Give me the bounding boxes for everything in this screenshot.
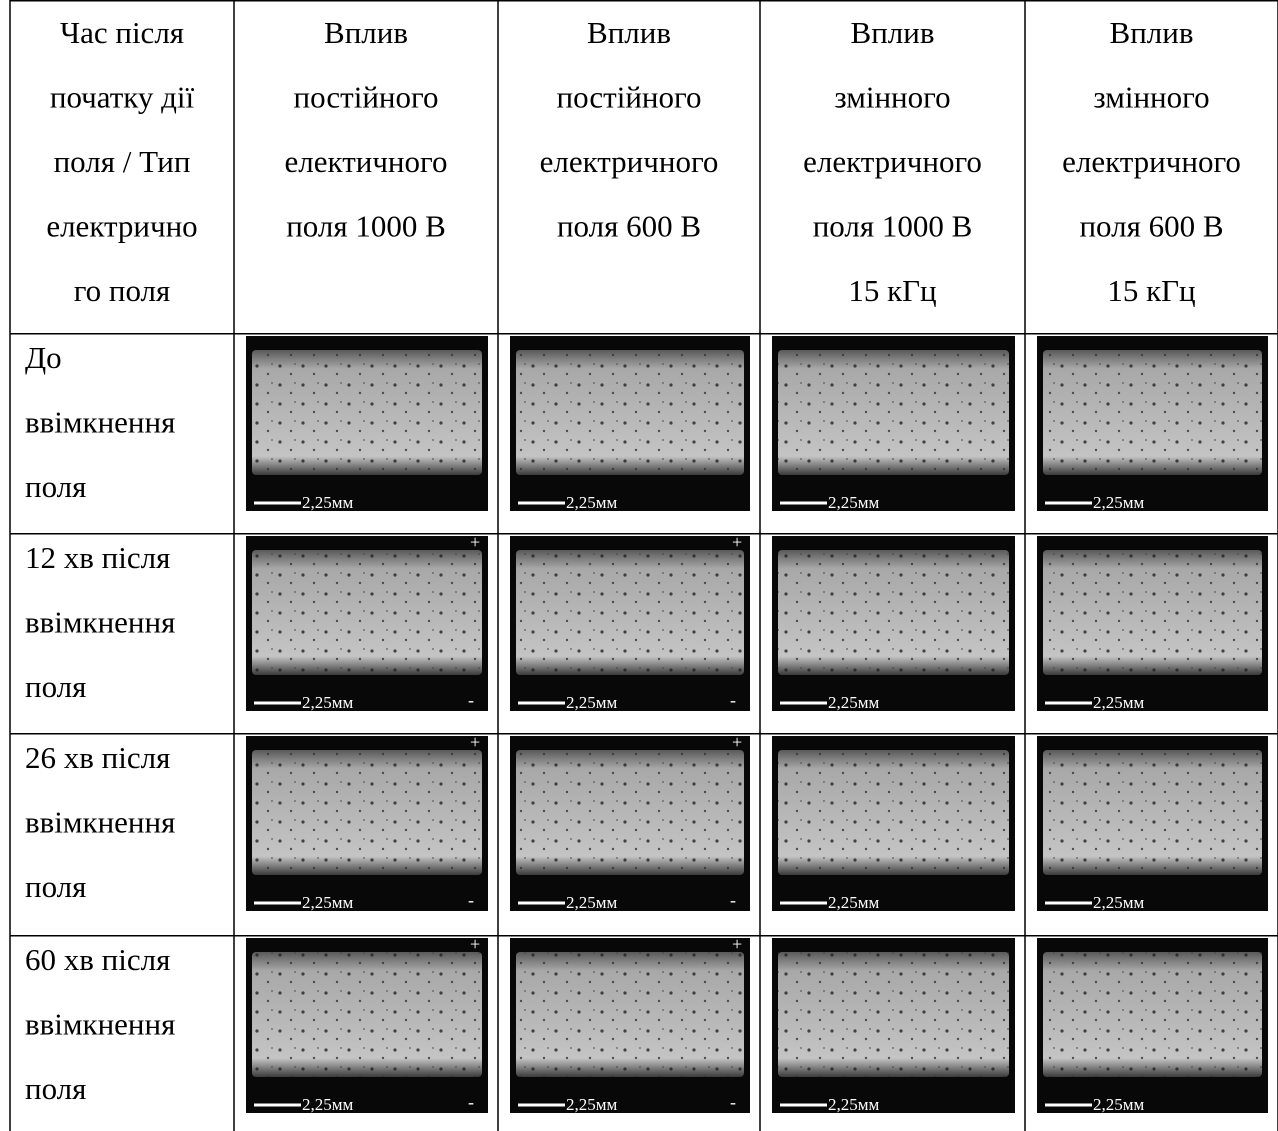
micrograph-texture bbox=[252, 350, 482, 475]
header-text: Вплив bbox=[851, 15, 935, 50]
header-text: го поля bbox=[74, 273, 171, 308]
header-text: Вплив bbox=[587, 15, 671, 50]
scale-label: 2,25мм bbox=[302, 893, 354, 912]
polarity-minus: - bbox=[730, 690, 736, 710]
header-text: поля 1000 В bbox=[286, 209, 446, 244]
polarity-minus: - bbox=[730, 890, 736, 910]
scale-label: 2,25мм bbox=[302, 1095, 354, 1114]
scale-label: 2,25мм bbox=[828, 693, 880, 712]
row-label: поля bbox=[25, 469, 86, 504]
micrograph-texture bbox=[778, 750, 1009, 875]
micrograph-texture bbox=[1043, 350, 1262, 475]
polarity-plus: + bbox=[732, 934, 742, 954]
header-text: змінного bbox=[834, 80, 950, 115]
micrograph-texture bbox=[252, 550, 482, 675]
micrograph-texture bbox=[778, 952, 1009, 1077]
row-label: поля bbox=[25, 669, 86, 704]
scale-label: 2,25мм bbox=[302, 493, 354, 512]
scale-label: 2,25мм bbox=[566, 1095, 618, 1114]
polarity-plus: + bbox=[732, 732, 742, 752]
header-text: Вплив bbox=[1110, 15, 1194, 50]
header-text: поля / Тип bbox=[54, 144, 191, 179]
row-label: поля bbox=[25, 869, 86, 904]
polarity-plus: + bbox=[470, 934, 480, 954]
scale-label: 2,25мм bbox=[566, 893, 618, 912]
header-text: Час після bbox=[60, 15, 184, 50]
header-text: електричного bbox=[540, 144, 719, 179]
header-text: постійного bbox=[294, 80, 439, 115]
row-label: ввімкнення bbox=[25, 1007, 175, 1042]
micrograph-texture bbox=[778, 350, 1009, 475]
header-text: 15 кГц bbox=[1107, 273, 1195, 308]
scale-label: 2,25мм bbox=[828, 893, 880, 912]
polarity-minus: - bbox=[468, 890, 474, 910]
table: Час після початку дії поля / Тип електрично… bbox=[0, 0, 1278, 1131]
scale-label: 2,25мм bbox=[1093, 693, 1145, 712]
row-label: 60 хв після bbox=[25, 942, 170, 977]
polarity-minus: - bbox=[468, 690, 474, 710]
header-text: поля 600 В bbox=[1079, 209, 1223, 244]
scale-label: 2,25мм bbox=[828, 1095, 880, 1114]
polarity-plus: + bbox=[732, 532, 742, 552]
page: {"table": { "header": [ ["Час після", "п… bbox=[0, 0, 1278, 1131]
header-text: початку дії bbox=[50, 80, 195, 115]
micrograph-texture bbox=[516, 550, 744, 675]
polarity-minus: - bbox=[468, 1092, 474, 1112]
row-label: ввімкнення bbox=[25, 405, 175, 440]
row-label: 12 хв після bbox=[25, 540, 170, 575]
header-text: поля 1000 В bbox=[813, 209, 973, 244]
row-label: До bbox=[25, 340, 62, 375]
micrograph-texture bbox=[252, 952, 482, 1077]
row-label: 26 хв після bbox=[25, 740, 170, 775]
micrograph-texture bbox=[516, 952, 744, 1077]
micrograph-texture bbox=[516, 350, 744, 475]
header-text: змінного bbox=[1093, 80, 1209, 115]
micrograph-texture bbox=[516, 750, 744, 875]
scale-label: 2,25мм bbox=[1093, 1095, 1145, 1114]
polarity-plus: + bbox=[470, 732, 480, 752]
row-label: ввімкнення bbox=[25, 805, 175, 840]
scale-label: 2,25мм bbox=[566, 693, 618, 712]
header-text: поля 600 В bbox=[557, 209, 701, 244]
header-text: Вплив bbox=[324, 15, 408, 50]
header-text: електричного bbox=[803, 144, 982, 179]
header-text: електричного bbox=[1062, 144, 1241, 179]
micrograph-texture bbox=[1043, 550, 1262, 675]
header-text: електичного bbox=[285, 144, 448, 179]
polarity-minus: - bbox=[730, 1092, 736, 1112]
polarity-plus: + bbox=[470, 532, 480, 552]
scale-label: 2,25мм bbox=[828, 493, 880, 512]
scale-label: 2,25мм bbox=[566, 493, 618, 512]
micrograph-texture bbox=[778, 550, 1009, 675]
header-text: електрично bbox=[46, 209, 197, 244]
scale-label: 2,25мм bbox=[302, 693, 354, 712]
scale-label: 2,25мм bbox=[1093, 893, 1145, 912]
micrograph-texture bbox=[1043, 952, 1262, 1077]
micrograph-texture bbox=[252, 750, 482, 875]
header-text: 15 кГц bbox=[848, 273, 936, 308]
row-label: ввімкнення bbox=[25, 605, 175, 640]
scale-label: 2,25мм bbox=[1093, 493, 1145, 512]
header-text: постійного bbox=[557, 80, 702, 115]
row-label: поля bbox=[25, 1071, 86, 1106]
micrograph-texture bbox=[1043, 750, 1262, 875]
